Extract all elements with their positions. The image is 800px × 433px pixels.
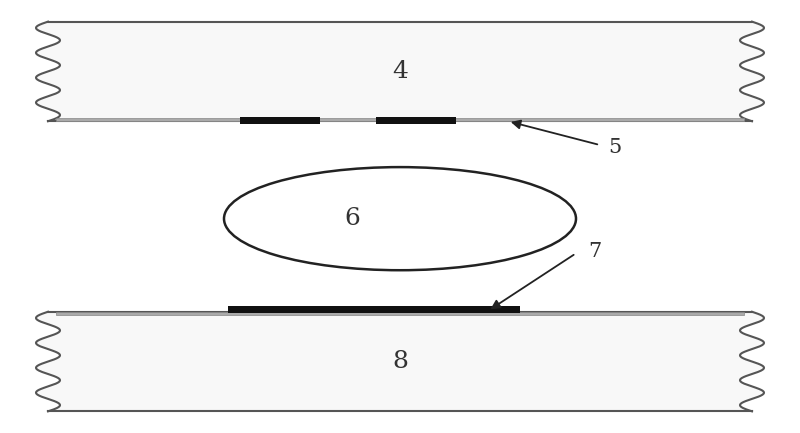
Text: 4: 4 xyxy=(392,60,408,83)
Bar xyxy=(56,118,744,121)
Bar xyxy=(228,306,520,313)
Polygon shape xyxy=(36,22,764,121)
Polygon shape xyxy=(36,312,764,411)
Text: 7: 7 xyxy=(588,242,602,261)
Bar xyxy=(376,117,456,124)
Text: 5: 5 xyxy=(608,138,622,157)
Bar xyxy=(56,312,744,315)
Bar xyxy=(240,117,320,124)
Text: 8: 8 xyxy=(392,350,408,373)
Text: 6: 6 xyxy=(344,207,360,230)
Ellipse shape xyxy=(224,167,576,270)
